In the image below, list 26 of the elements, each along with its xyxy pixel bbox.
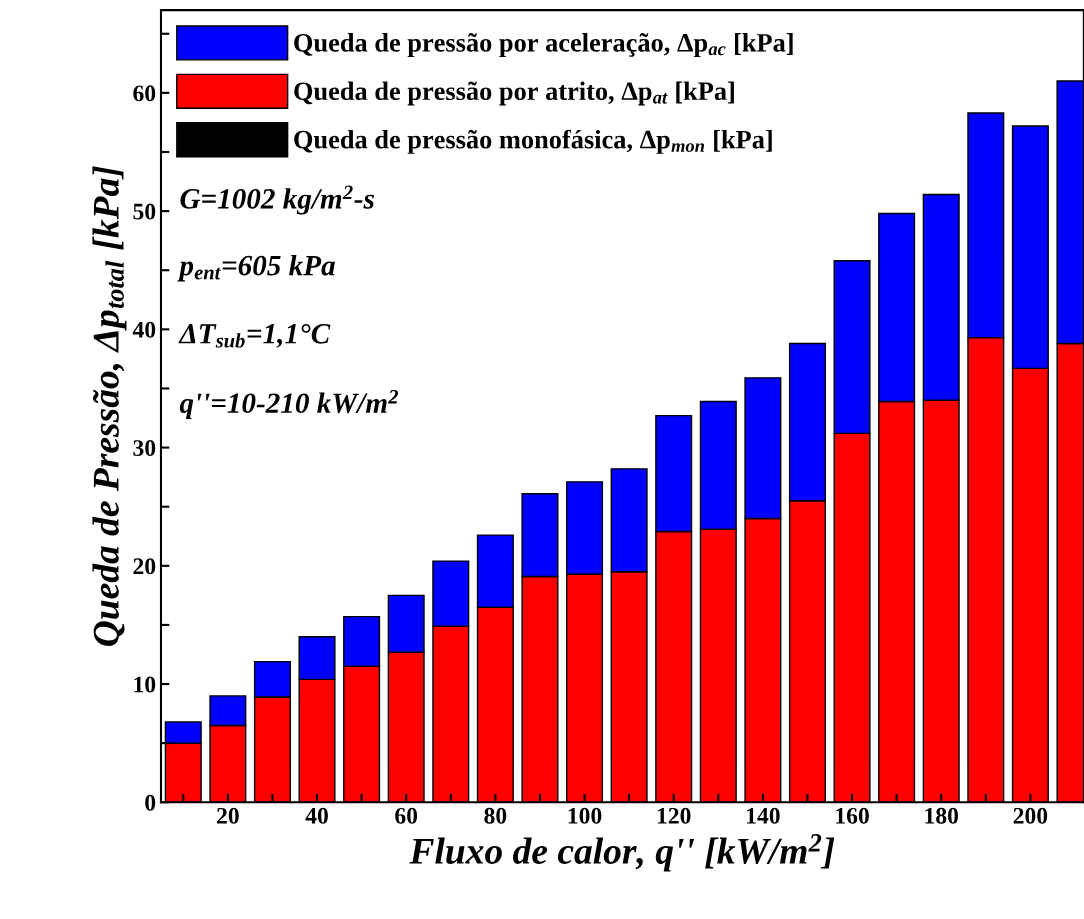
y-axis-title: Queda de Pressão, Δp$_{total}$ [kPa] bbox=[92, 166, 127, 646]
x-tick-label: 180 bbox=[925, 807, 959, 824]
y-tick-label: 30 bbox=[133, 440, 156, 456]
x-tick-label: 100 bbox=[568, 807, 602, 824]
y-tick-label: 40 bbox=[132, 321, 156, 338]
y-tick-label: 0 bbox=[145, 794, 156, 811]
x-tick-label: 140 bbox=[747, 807, 780, 824]
annotation: q''=10-210 kW/m$^{2}$ bbox=[179, 389, 399, 419]
annotation: ΔT$_{sub}$=1,1°C bbox=[178, 323, 331, 348]
annotation: p$_{ent}$=605 kPa bbox=[177, 254, 335, 282]
legend-label: Queda de pressão por aceleração, Δp$_{ac}$ [kPa] bbox=[294, 33, 793, 58]
y-tick-label: 60 bbox=[133, 85, 156, 102]
y-tick-label: 20 bbox=[133, 558, 156, 575]
y-tick-label: 50 bbox=[133, 203, 156, 220]
y-tick-label: 10 bbox=[134, 676, 156, 693]
annotation: G=1002 kg/m$^{2}$-s bbox=[180, 185, 374, 215]
legend-label: Queda de pressão monofásica, Δp$_{mon}$ [kPa] bbox=[294, 129, 772, 154]
x-tick-label: 160 bbox=[836, 807, 869, 824]
x-tick-label: 20 bbox=[217, 807, 239, 824]
x-tick-label: 120 bbox=[657, 807, 691, 824]
x-tick-label: 40 bbox=[305, 807, 328, 824]
x-tick-label: 200 bbox=[1013, 807, 1048, 824]
legend-label: Queda de pressão por atrito, Δp$_{at}$ [kPa] bbox=[294, 81, 734, 106]
x-tick-label: 80 bbox=[484, 807, 507, 824]
x-tick-label: 60 bbox=[395, 807, 418, 824]
x-axis-title: Fluxo de calor, q'' [kW/m$^{2}$] bbox=[409, 834, 835, 872]
